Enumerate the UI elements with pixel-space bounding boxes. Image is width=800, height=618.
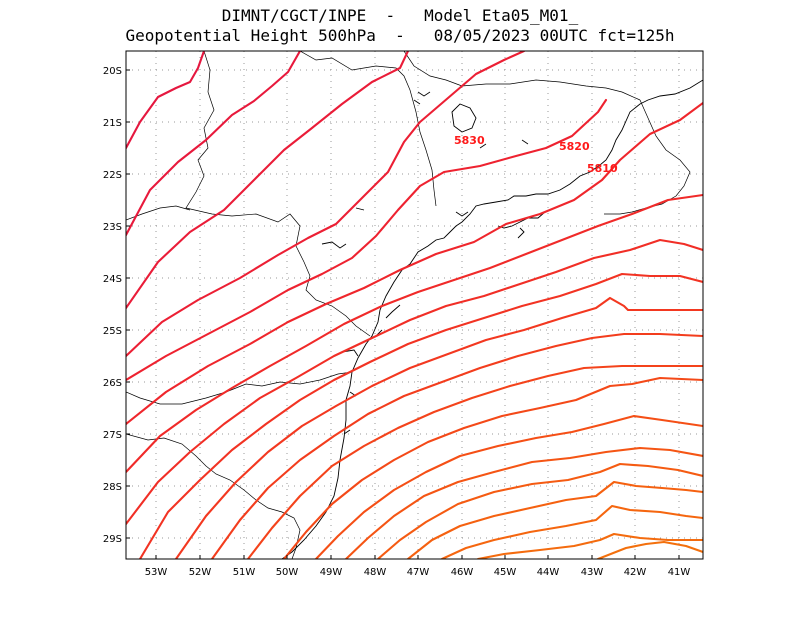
height-contour <box>440 504 703 559</box>
lon-label: 44W <box>537 567 560 578</box>
lon-label: 47W <box>407 567 430 578</box>
border-path <box>299 51 437 207</box>
height-contour <box>210 332 703 559</box>
lon-label: 52W <box>189 567 212 578</box>
height-contour <box>126 51 206 150</box>
height-contours <box>126 51 703 559</box>
height-contour <box>126 98 608 382</box>
inlet-path <box>321 211 525 435</box>
plot-frame <box>125 50 704 560</box>
border-path <box>403 51 641 101</box>
border-path <box>185 51 371 337</box>
lon-label: 42W <box>624 567 647 578</box>
lat-label: 25S <box>103 326 122 337</box>
lon-label: 51W <box>233 567 256 578</box>
longitude-labels: 53W 52W 51W 50W 49W 48W 47W 46W 45W 44W 43W 42W 41W <box>145 555 691 578</box>
lake-path <box>451 103 477 133</box>
height-contour <box>126 51 302 237</box>
height-contour <box>126 51 526 358</box>
lake-path <box>355 91 529 211</box>
lat-label: 22S <box>103 170 122 181</box>
lat-label: 29S <box>103 534 122 545</box>
height-contour <box>126 101 703 426</box>
latitude-labels: 20S 21S 22S 23S 24S 25S 26S 27S 28S 29S <box>103 66 130 545</box>
height-contour <box>126 51 410 310</box>
lon-label: 48W <box>364 567 387 578</box>
contour-label: 5810 <box>587 162 618 175</box>
lat-label: 28S <box>103 482 122 493</box>
chart-title-line2: Geopotential Height 500hPa - 08/05/2023 … <box>125 26 675 45</box>
height-contour <box>282 376 703 559</box>
lon-label: 41W <box>668 567 691 578</box>
lat-label: 21S <box>103 118 122 129</box>
lat-label: 26S <box>103 378 122 389</box>
lon-label: 43W <box>581 567 604 578</box>
height-contour <box>376 462 703 559</box>
height-contour <box>138 272 703 559</box>
lon-label: 50W <box>276 567 299 578</box>
height-contour <box>344 446 703 559</box>
border-path <box>126 371 353 405</box>
height-contour <box>476 532 703 559</box>
height-contour <box>126 193 703 474</box>
lat-label: 24S <box>103 274 122 285</box>
height-contour <box>596 540 703 559</box>
coastline-path <box>281 79 703 559</box>
border-path <box>126 433 301 559</box>
lon-label: 46W <box>451 567 474 578</box>
coastline <box>281 79 703 559</box>
height-contour <box>246 364 703 559</box>
state-borders <box>126 51 691 559</box>
height-contour <box>126 238 703 526</box>
chart-title-line1: DIMNT/CGCT/INPE - Model Eta05_M01_ <box>221 6 579 25</box>
lat-label: 27S <box>103 430 122 441</box>
lon-label: 45W <box>494 567 517 578</box>
contour-labels: 5830 5820 5810 <box>454 134 618 175</box>
border-path <box>604 99 691 215</box>
lat-label: 20S <box>103 66 122 77</box>
bay-path <box>497 211 546 229</box>
contour-label: 5830 <box>454 134 485 147</box>
height-contour <box>174 296 703 559</box>
height-contour <box>314 414 703 559</box>
contour-label: 5820 <box>559 140 590 153</box>
lat-label: 23S <box>103 222 122 233</box>
lon-label: 49W <box>320 567 343 578</box>
lon-label: 53W <box>145 567 168 578</box>
graticule-grid <box>126 51 703 559</box>
height-contour <box>406 480 703 559</box>
